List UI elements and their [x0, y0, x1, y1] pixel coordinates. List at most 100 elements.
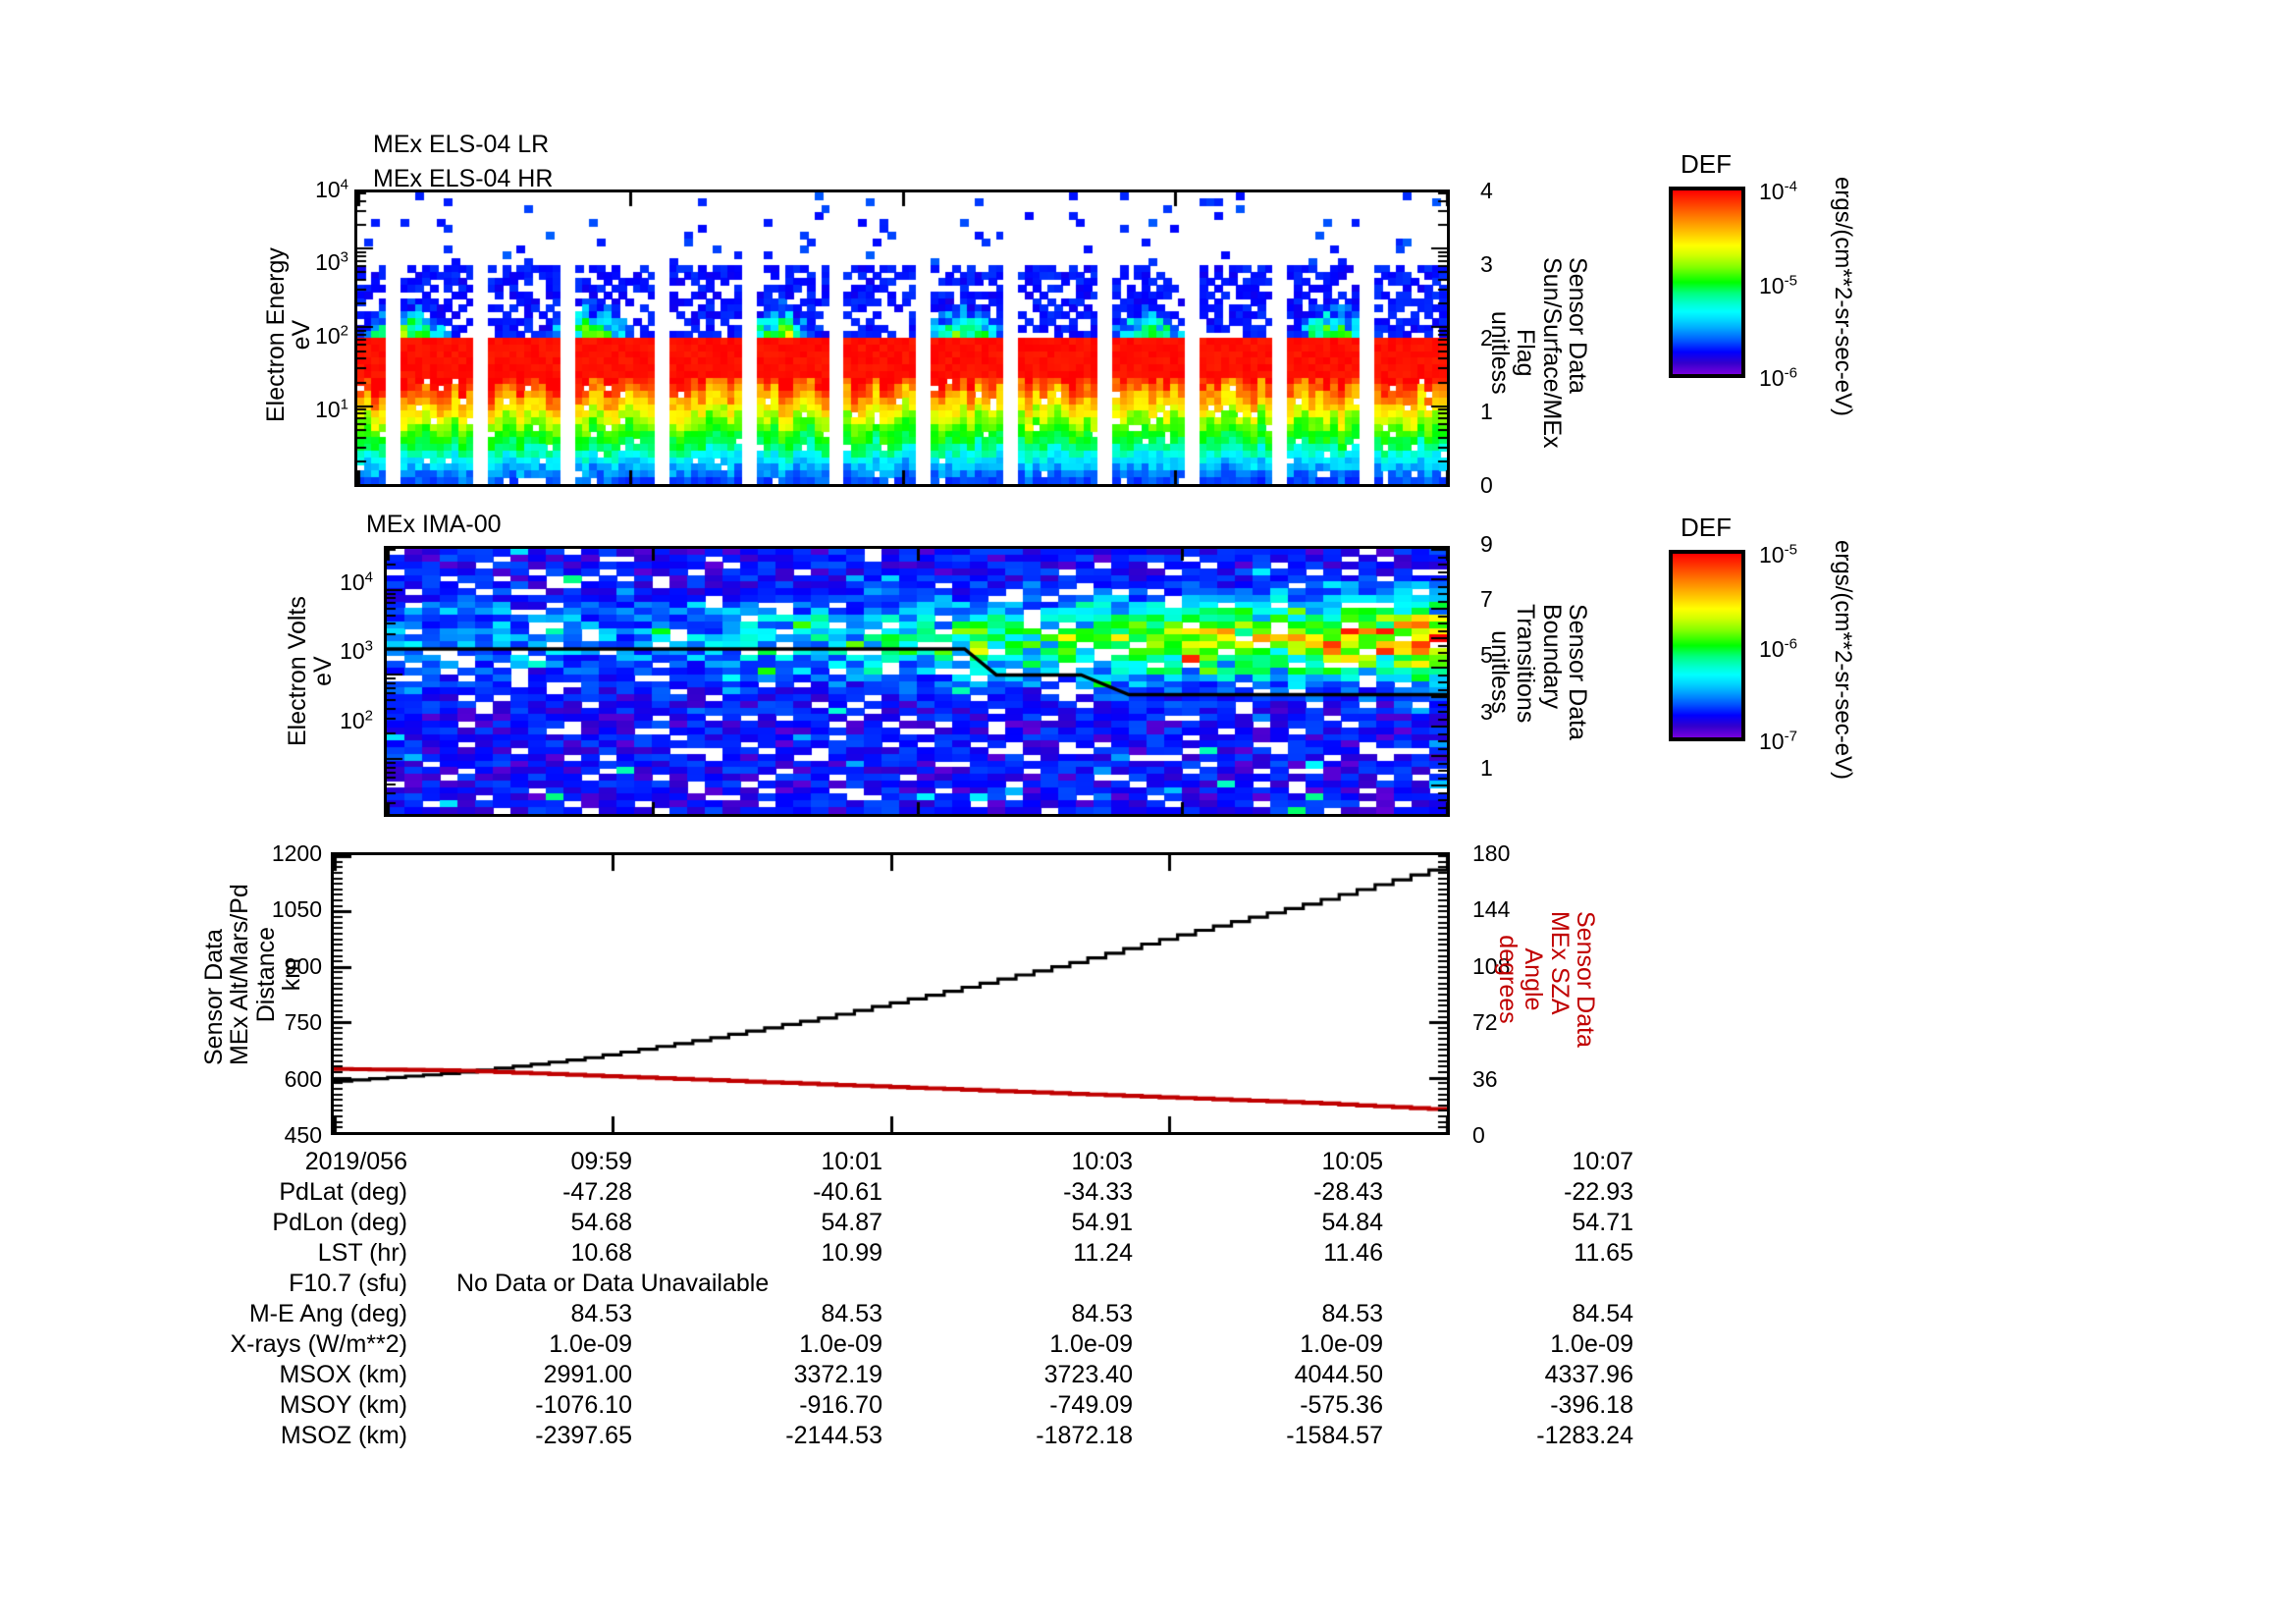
panel1-rtick-1: 3 [1480, 251, 1493, 277]
panel3-rtick-5: 0 [1472, 1122, 1485, 1148]
panel3-ytick-3: 750 [284, 1009, 322, 1035]
panel2-right-label: Sensor Data Boundary Transitions unitles… [1486, 604, 1591, 740]
panel1-right-label: Sensor Data Sun/Surface/MEx Flag unitles… [1486, 257, 1591, 449]
table-row: MSOZ (km) -2397.65 -2144.53 -1872.18 -1584.5… [162, 1421, 1673, 1451]
altitude-sza-canvas [334, 855, 1447, 1132]
colorbar-1-mid-tick: 10-5 [1759, 272, 1797, 298]
colorbar-1-bot-tick: 10-6 [1759, 364, 1797, 391]
table-row-label: F10.7 (sfu) [289, 1270, 407, 1297]
table-cell: 3723.40 [1043, 1361, 1133, 1388]
table-row-label: MSOY (km) [279, 1391, 407, 1419]
table-row: M-E Ang (deg) 84.53 84.53 84.53 84.53 84.54 [162, 1299, 1673, 1329]
panel3-ytick-0: 1200 [271, 840, 322, 866]
panel1-rtick-2: 2 [1480, 325, 1493, 351]
table-cell: -34.33 [1063, 1178, 1133, 1206]
table-cell: 10.68 [570, 1239, 632, 1267]
panel3-ytick-2: 900 [284, 953, 322, 979]
table-cell: 4044.50 [1294, 1361, 1383, 1388]
table-row: 2019/056 09:59 10:01 10:03 10:05 10:07 [162, 1147, 1673, 1177]
table-cell: -1283.24 [1536, 1422, 1633, 1449]
table-cell: 10:01 [821, 1148, 882, 1175]
panel2-title: MEx IMA-00 [366, 511, 502, 538]
table-row-label: M-E Ang (deg) [248, 1300, 407, 1327]
table-cell: -40.61 [813, 1178, 882, 1206]
ima-spectrogram-panel[interactable] [384, 546, 1450, 817]
colorbar-2-bot-tick: 10-7 [1759, 728, 1797, 754]
table-cell: 09:59 [570, 1148, 632, 1175]
table-cell: 1.0e-09 [1049, 1330, 1133, 1358]
table-cell: -28.43 [1313, 1178, 1383, 1206]
colorbar-1-gradient [1673, 190, 1741, 374]
panel2-rtick-2: 5 [1480, 642, 1493, 668]
table-cell: 84.54 [1572, 1300, 1633, 1327]
panel3-ytick-5: 450 [284, 1122, 322, 1148]
table-cell: -2397.65 [535, 1422, 632, 1449]
table-cell: 54.84 [1321, 1209, 1383, 1236]
panel2-ytick-0: 104 [340, 568, 373, 595]
table-cell: 1.0e-09 [1300, 1330, 1383, 1358]
table-cell: 84.53 [1321, 1300, 1383, 1327]
table-row: MSOX (km) 2991.00 3372.19 3723.40 4044.50 433… [162, 1360, 1673, 1390]
colorbar-2-unit: ergs/(cm**2-sr-sec-eV) [1830, 540, 1856, 781]
parameter-table-body: 2019/056 09:59 10:01 10:03 10:05 10:07 PdLat (… [162, 1147, 1673, 1451]
table-cell: 10:05 [1321, 1148, 1383, 1175]
table-cell: -396.18 [1550, 1391, 1633, 1419]
table-cell: -916.70 [799, 1391, 882, 1419]
table-cell: 1.0e-09 [549, 1330, 632, 1358]
panel3-ytick-4: 600 [284, 1066, 322, 1092]
table-row: MSOY (km) -1076.10 -916.70 -749.09 -575.36 -3… [162, 1390, 1673, 1421]
table-row-label: LST (hr) [317, 1239, 407, 1267]
table-row: PdLat (deg) -47.28 -40.61 -34.33 -28.43 -22.9… [162, 1177, 1673, 1208]
table-cell: 54.91 [1071, 1209, 1133, 1236]
panel3-ytick-1: 1050 [271, 896, 322, 922]
table-cell: 54.71 [1572, 1209, 1633, 1236]
panel2-rtick-0: 9 [1480, 531, 1493, 557]
table-cell: 11.65 [1574, 1239, 1633, 1267]
table-cell: 11.46 [1323, 1239, 1383, 1267]
panel3-rtick-0: 180 [1472, 840, 1511, 866]
table-cell: -1584.57 [1286, 1422, 1383, 1449]
panel3-right-label: Sensor Data MEx SZA Angle degrees [1494, 911, 1599, 1048]
panel1-title-lr: MEx ELS-04 LR [373, 131, 550, 158]
table-row-label: 2019/056 [304, 1148, 407, 1175]
table-cell: -22.93 [1564, 1178, 1633, 1206]
panel2-ytick-1: 103 [340, 637, 373, 664]
table-cell: -1076.10 [535, 1391, 632, 1419]
table-cell: 10:07 [1572, 1148, 1633, 1175]
panel1-rtick-3: 1 [1480, 399, 1493, 424]
panel1-title-hr: MEx ELS-04 HR [373, 165, 554, 192]
table-cell: -2144.53 [785, 1422, 882, 1449]
panel1-rtick-4: 0 [1480, 472, 1493, 498]
table-row: X-rays (W/m**2) 1.0e-09 1.0e-09 1.0e-09 1.0e… [162, 1329, 1673, 1360]
colorbar-1-title: DEF [1681, 149, 1732, 179]
table-cell: 4337.96 [1544, 1361, 1633, 1388]
table-cell: 11.24 [1073, 1239, 1133, 1267]
table-cell: -749.09 [1049, 1391, 1133, 1419]
table-row: LST (hr) 10.68 10.99 11.24 11.46 11.65 [162, 1238, 1673, 1269]
table-row-label: PdLat (deg) [279, 1178, 407, 1206]
table-row: F10.7 (sfu) No Data or Data Unavailable [162, 1269, 1673, 1299]
colorbar-1-box [1669, 187, 1745, 378]
altitude-sza-panel[interactable] [331, 852, 1450, 1135]
table-cell: 84.53 [570, 1300, 632, 1327]
panel1-ytick-2: 102 [315, 322, 348, 349]
table-cell: 84.53 [1071, 1300, 1133, 1327]
colorbar-1-unit: ergs/(cm**2-sr-sec-eV) [1830, 177, 1856, 417]
table-cell: 54.87 [821, 1209, 882, 1236]
table-cell: 10:03 [1071, 1148, 1133, 1175]
table-cell: 10.99 [821, 1239, 882, 1267]
table-cell: 2991.00 [543, 1361, 632, 1388]
table-cell: -575.36 [1300, 1391, 1383, 1419]
colorbar-2-title: DEF [1681, 513, 1732, 542]
table-row-label: PdLon (deg) [272, 1209, 407, 1236]
panel2-ytick-2: 102 [340, 707, 373, 733]
table-row-label: MSOZ (km) [280, 1422, 407, 1449]
table-cell: -47.28 [562, 1178, 632, 1206]
colorbar-1-top-tick: 10-4 [1759, 178, 1797, 204]
parameter-table: 2019/056 09:59 10:01 10:03 10:05 10:07 PdLat (… [162, 1147, 1673, 1451]
els-spectrogram-panel[interactable] [354, 189, 1450, 487]
table-cell: 1.0e-09 [1550, 1330, 1633, 1358]
table-cell: 1.0e-09 [799, 1330, 882, 1358]
panel1-ytick-0: 104 [315, 176, 348, 202]
panel3-rtick-1: 144 [1472, 896, 1511, 922]
